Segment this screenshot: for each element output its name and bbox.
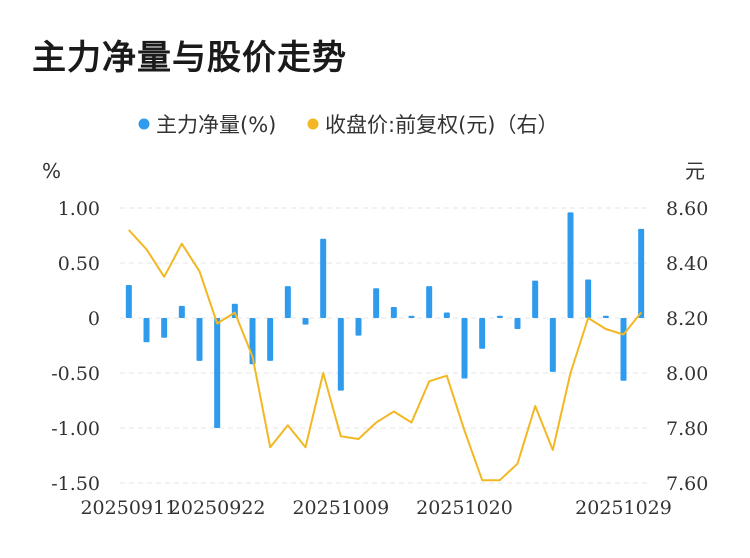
bar [549,318,556,372]
bar [408,315,415,318]
left-tick-label: -0.50 [51,363,100,385]
right-tick-label: 7.80 [666,418,708,440]
right-axis-unit: 元 [685,159,705,183]
right-axis-ticks: 8.60 8.40 8.20 8.00 7.80 7.60 [666,198,708,495]
bar-series [125,212,645,428]
bar [390,307,397,318]
legend-label-net-volume: 主力净量(%) [156,113,276,137]
bar [214,318,221,428]
left-axis-ticks: 1.00 0.50 0 -0.50 -1.00 -1.50 [51,198,100,495]
left-tick-label: -1.50 [51,473,100,495]
bar [161,318,168,338]
bar [320,238,327,318]
bar [143,318,150,343]
left-tick-label: -1.00 [51,418,100,440]
right-tick-label: 7.60 [666,473,708,495]
x-tick-label: 20251020 [416,497,513,519]
bar [426,286,433,318]
legend: 主力净量(%) 收盘价:前复权(元)（右） [138,113,558,137]
gridlines [120,207,650,484]
bar [620,318,627,381]
right-tick-label: 8.60 [666,198,708,220]
bar [532,280,539,318]
bar [373,288,380,318]
right-tick-label: 8.40 [666,253,708,275]
legend-marker-net-volume [138,118,150,130]
bar [461,318,468,379]
left-tick-label: 1.00 [58,198,100,220]
x-tick-label: 20250911 [80,497,177,519]
bar [355,318,362,336]
x-tick-label: 20251009 [292,497,389,519]
left-tick-label: 0.50 [58,253,100,275]
left-tick-label: 0 [88,308,100,330]
bar [585,279,592,318]
bar [196,318,203,361]
left-axis-unit: % [42,159,61,183]
bar [496,315,503,318]
chart-title: 主力净量与股价走势 [32,38,347,78]
bar [638,228,645,318]
bar [267,318,274,361]
line-series [128,229,642,482]
bar [337,318,344,391]
bar [125,285,132,318]
bar [302,318,309,325]
right-tick-label: 8.20 [666,308,708,330]
bar [284,286,291,318]
right-tick-label: 8.00 [666,363,708,385]
x-tick-label: 20251029 [575,497,672,519]
bar [178,305,185,318]
legend-label-close-price: 收盘价:前复权(元)（右） [325,113,558,137]
legend-marker-close-price [307,118,319,130]
bar [514,318,521,329]
bar [567,212,574,318]
bar [443,312,450,318]
price-line [128,229,642,482]
bar [479,318,486,349]
bar [602,315,609,318]
x-tick-label: 20250922 [169,497,266,519]
